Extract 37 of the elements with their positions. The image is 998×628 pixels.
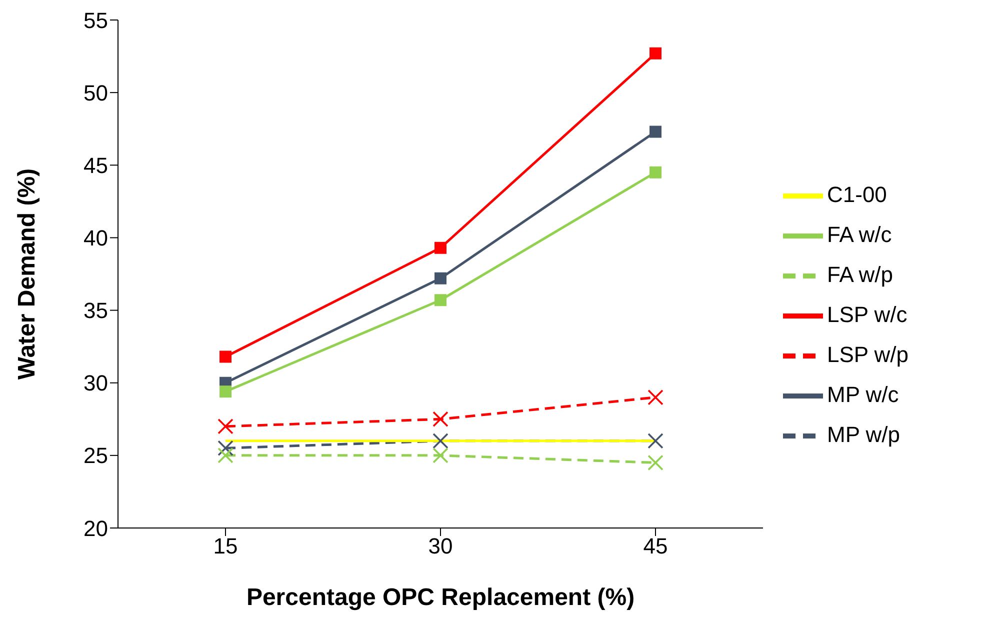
legend-label: MP w/c xyxy=(827,381,899,406)
y-tick-label: 55 xyxy=(84,8,108,33)
point xyxy=(434,272,446,284)
point xyxy=(218,418,234,434)
point xyxy=(218,440,234,456)
point xyxy=(434,294,446,306)
y-tick-label: 30 xyxy=(84,370,108,396)
point xyxy=(648,454,664,471)
y-tick-label: 25 xyxy=(84,443,108,468)
point xyxy=(650,126,662,138)
point xyxy=(648,433,664,449)
x-axis-title: Percentage OPC Replacement (%) xyxy=(246,584,635,611)
point xyxy=(432,448,448,464)
legend-label: FA w/p xyxy=(827,261,894,286)
y-tick-label: 50 xyxy=(84,80,108,106)
legend-label: LSP w/c xyxy=(827,301,908,326)
point xyxy=(432,411,448,428)
x-tick-label: 15 xyxy=(213,534,238,559)
y-tick-label: 45 xyxy=(84,152,108,178)
legend-label: FA w/c xyxy=(827,221,892,246)
legend-label: LSP w/p xyxy=(827,341,909,366)
y-axis-title: Water Demand (%) xyxy=(14,168,41,380)
point xyxy=(432,433,448,449)
y-tick-label: 40 xyxy=(84,226,108,251)
point xyxy=(650,166,662,178)
point xyxy=(650,47,662,60)
y-tick-label: 20 xyxy=(84,516,108,541)
point xyxy=(220,386,232,398)
point xyxy=(220,350,232,363)
legend-label: C1-00 xyxy=(827,181,887,206)
point xyxy=(648,389,664,406)
x-tick-label: 30 xyxy=(428,534,453,559)
legend-label: MP w/p xyxy=(827,421,900,446)
x-tick-label: 45 xyxy=(643,534,668,559)
point xyxy=(218,448,234,464)
point xyxy=(434,242,446,254)
y-tick-label: 35 xyxy=(84,298,108,324)
